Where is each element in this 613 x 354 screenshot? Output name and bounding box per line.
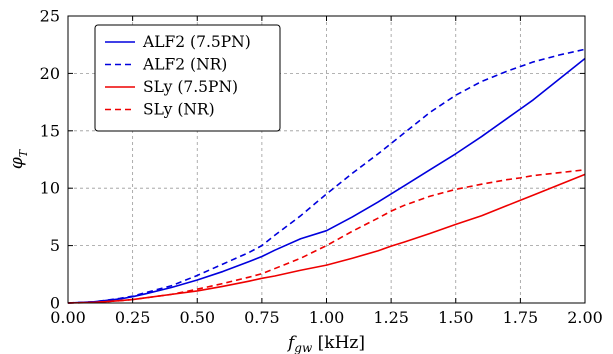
legend-label: ALF2 (NR)	[142, 56, 227, 74]
series-layer	[67, 48, 586, 304]
y-tick-label: 5	[50, 236, 60, 255]
y-tick-label: 25	[40, 7, 60, 26]
y-tick-label: 15	[40, 121, 60, 140]
series-line-1	[67, 57, 586, 304]
y-tick-label: 0	[50, 294, 60, 313]
legend-box	[94, 24, 281, 132]
x-tick-label: 2.00	[567, 308, 603, 327]
x-tick-label: 0.75	[244, 308, 280, 327]
x-tick-label: 0.00	[50, 308, 86, 327]
legend-label: SLy (7.5PN)	[143, 78, 238, 96]
legend: ALF2 (7.5PN) ALF2 (NR) SLy (7.5PN) SLy (NR)	[94, 24, 281, 132]
y-tick-label: 20	[40, 64, 60, 83]
series-line-4	[67, 169, 586, 304]
series-line-3	[67, 173, 586, 304]
tick-labels: 0.00 0.25 0.50 0.75 1.00 1.25 1.50 1.75 2.00 0 5 10…	[40, 7, 603, 328]
x-axis-label: fgw [kHz]	[286, 333, 365, 354]
x-tick-label: 1.00	[309, 308, 345, 327]
y-axis-label: φT	[7, 148, 30, 169]
legend-label: ALF2 (7.5PN)	[142, 33, 251, 51]
x-tick-label: 0.25	[115, 308, 151, 327]
legend-label: SLy (NR)	[143, 101, 215, 119]
x-tick-label: 1.50	[438, 308, 474, 327]
y-tick-label: 10	[40, 179, 60, 198]
ticks	[67, 15, 586, 304]
x-tick-label: 0.50	[179, 308, 215, 327]
x-tick-label: 1.25	[373, 308, 409, 327]
x-tick-label: 1.75	[503, 308, 539, 327]
